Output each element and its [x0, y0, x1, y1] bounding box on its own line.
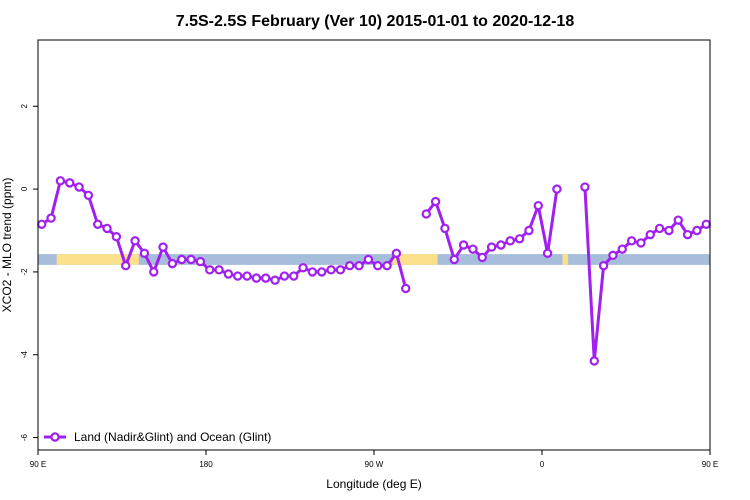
data-point [682, 229, 693, 240]
data-point [65, 178, 75, 188]
data-point [514, 234, 525, 244]
data-point [242, 271, 252, 281]
data-point [486, 242, 497, 252]
data-point [223, 269, 234, 279]
data-point [37, 219, 47, 229]
data-point [205, 265, 215, 275]
data-point [542, 248, 553, 258]
data-point [335, 265, 346, 275]
legend-label: Land (Nadir&Glint) and Ocean (Glint) [74, 430, 271, 444]
series-line-segment [40, 179, 408, 289]
data-point [654, 223, 665, 234]
legend: Land (Nadir&Glint) and Ocean (Glint) [44, 430, 271, 444]
y-axis: 2 0 -2 -4 -6 [20, 103, 38, 441]
data-point [345, 261, 355, 271]
x-tick-label: 90 E [30, 460, 46, 469]
x-tick-label: 90 W [365, 460, 384, 469]
data-point [430, 196, 441, 207]
data-point [289, 271, 299, 281]
x-axis: 90 E 180 90 W 0 90 E [30, 450, 718, 469]
series-line-segment [583, 186, 708, 363]
data-point [186, 254, 196, 265]
legend-marker-swatch [50, 432, 60, 442]
data-point [354, 261, 364, 271]
data-point [589, 356, 599, 366]
ocean-band [38, 254, 710, 265]
y-tick-label: 0 [20, 186, 29, 191]
data-point [298, 263, 308, 273]
data-point [167, 258, 178, 269]
data-point [636, 238, 646, 248]
y-axis-label: XCO2 - MLO trend (ppm) [0, 178, 14, 313]
data-point [233, 271, 243, 281]
x-tick-label: 180 [199, 460, 213, 469]
data-point [130, 236, 140, 246]
chart-title: 7.5S-2.5S February (Ver 10) 2015-01-01 t… [176, 13, 575, 30]
data-point [617, 244, 627, 254]
x-axis-label: Longitude (deg E) [326, 477, 421, 491]
data-point [505, 236, 515, 246]
data-point [46, 213, 56, 223]
data-point [177, 254, 187, 265]
series-land-ocean [37, 176, 711, 366]
data-point [55, 176, 66, 186]
data-point [580, 182, 590, 192]
data-point [645, 229, 655, 240]
data-point [251, 273, 262, 283]
data-point [261, 273, 271, 283]
x-tick-label: 90 E [702, 460, 718, 469]
data-point [270, 275, 280, 285]
data-point [102, 223, 112, 234]
y-tick-label: 2 [20, 103, 29, 108]
data-point [279, 271, 290, 281]
data-point [373, 261, 383, 271]
data-point [421, 209, 431, 219]
data-point [317, 267, 327, 277]
land-band-segment [56, 254, 139, 265]
y-tick-label: -4 [20, 351, 29, 359]
data-point [214, 265, 224, 275]
data-point [93, 219, 103, 229]
land-band-segment [562, 254, 569, 265]
data-point [307, 267, 318, 277]
data-point [524, 225, 534, 236]
data-point [477, 252, 487, 263]
y-tick-label: -2 [20, 268, 29, 276]
data-point [149, 267, 159, 277]
data-point [121, 261, 131, 271]
data-point [401, 283, 411, 294]
land-band-segment [392, 254, 438, 265]
surface-band [38, 254, 710, 265]
data-point [74, 182, 84, 192]
data-point [83, 190, 94, 201]
data-point [440, 223, 450, 234]
data-point [692, 225, 702, 236]
data-point [139, 248, 150, 258]
data-point [701, 219, 711, 229]
data-point [195, 256, 206, 267]
data-point [598, 261, 609, 271]
x-tick-label: 0 [540, 460, 545, 469]
data-point [673, 215, 683, 225]
data-point [626, 236, 637, 246]
data-point [111, 232, 122, 242]
data-point [458, 240, 469, 250]
data-point [363, 254, 374, 265]
data-point [608, 250, 618, 261]
data-point [158, 242, 168, 252]
data-point [664, 225, 674, 236]
data-point [533, 200, 543, 211]
y-tick-label: -6 [20, 433, 29, 441]
data-point [449, 254, 459, 265]
data-point [391, 248, 402, 258]
data-point [552, 184, 562, 194]
data-point [382, 261, 392, 271]
data-point [326, 265, 336, 275]
data-point [496, 240, 506, 250]
data-point [468, 244, 478, 254]
